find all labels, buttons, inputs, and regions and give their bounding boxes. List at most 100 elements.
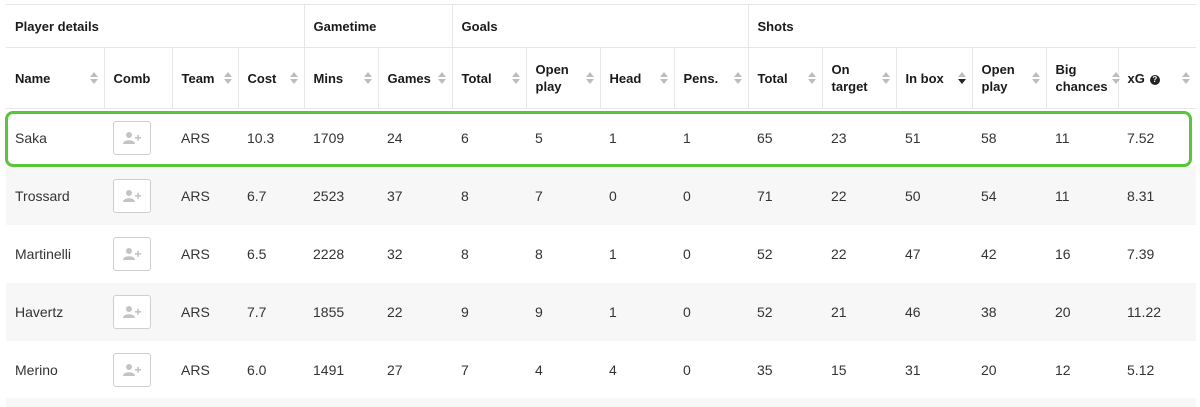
col-header-mins[interactable]: Mins (303, 47, 379, 109)
xg-cell: 7.52 (1127, 130, 1155, 146)
table-row[interactable]: Saka ARS 10.3 1709 24 6 5 1 1 65 23 51 5… (6, 109, 1196, 168)
shots-open-play-cell: 54 (972, 167, 1047, 225)
goals-open-play-cell: 8 (535, 246, 543, 262)
head-cell: 1 (609, 130, 617, 146)
shots-open-play-cell: 20 (981, 362, 997, 378)
next-row-stub (6, 398, 1196, 407)
table-row[interactable]: Martinelli ARS 6.5 2228 32 8 8 1 0 52 22… (6, 225, 1196, 283)
add-player-button[interactable] (113, 237, 151, 271)
sort-icon[interactable] (1031, 72, 1040, 84)
add-user-icon (123, 248, 141, 260)
col-header-goals-open-play[interactable]: Open play (525, 47, 601, 109)
team-cell: ARS (181, 246, 210, 262)
col-header-goals-total[interactable]: Total (451, 47, 527, 109)
col-header-in-box[interactable]: In box (895, 47, 973, 109)
mins-cell: 1709 (313, 130, 345, 146)
col-header-cost[interactable]: Cost (237, 47, 305, 109)
on-target-cell: 21 (822, 283, 897, 341)
in-box-cell: 51 (905, 130, 921, 146)
col-header-big-chances[interactable]: Big chances (1045, 47, 1120, 109)
team-cell: ARS (172, 167, 238, 225)
sort-icon[interactable] (1111, 72, 1120, 84)
sort-icon[interactable] (585, 72, 594, 84)
sort-icon[interactable] (89, 72, 98, 84)
shots-total-cell: 52 (757, 246, 773, 262)
pens-cell: 0 (683, 362, 691, 378)
games-cell: 37 (378, 167, 453, 225)
mins-cell: 1855 (304, 283, 379, 341)
sort-icon[interactable] (881, 72, 890, 84)
table-row[interactable]: Merino ARS 6.0 1491 27 7 4 4 0 35 15 31 … (6, 341, 1196, 399)
shots-total-cell: 65 (757, 130, 773, 146)
add-player-button[interactable] (113, 179, 151, 213)
in-box-cell: 50 (896, 167, 973, 225)
goals-total-cell: 8 (452, 167, 527, 225)
xg-cell: 8.31 (1118, 167, 1197, 225)
add-user-icon (123, 132, 141, 144)
head-cell: 1 (600, 283, 675, 341)
sort-icon[interactable] (437, 72, 446, 84)
add-user-icon (123, 306, 141, 318)
col-header-on-target[interactable]: On target (821, 47, 897, 109)
games-cell: 32 (387, 246, 403, 262)
goals-total-cell: 9 (452, 283, 527, 341)
goals-open-play-cell: 9 (526, 283, 601, 341)
head-cell: 1 (609, 246, 617, 262)
sort-icon[interactable] (363, 72, 372, 84)
player-name[interactable]: Merino (15, 362, 58, 378)
add-player-button[interactable] (113, 353, 151, 387)
table-row[interactable]: Havertz ARS 7.7 1855 22 9 9 1 0 52 21 46… (6, 283, 1197, 341)
add-player-button[interactable] (113, 121, 151, 155)
col-header-games[interactable]: Games (377, 47, 453, 109)
big-chances-cell: 11 (1046, 167, 1119, 225)
col-header-name[interactable]: Name (6, 47, 104, 109)
col-header-head[interactable]: Head (599, 47, 675, 109)
player-name[interactable]: Trossard (6, 167, 104, 225)
cost-cell: 6.7 (238, 167, 305, 225)
mins-cell: 2523 (304, 167, 379, 225)
team-cell: ARS (172, 283, 238, 341)
col-header-xg[interactable]: xG? (1117, 47, 1197, 109)
games-cell: 22 (378, 283, 453, 341)
group-player-details: Player details (6, 4, 305, 48)
help-icon[interactable]: ? (1149, 74, 1160, 85)
goals-open-play-cell: 7 (526, 167, 601, 225)
player-name[interactable]: Martinelli (15, 246, 72, 262)
add-user-icon (123, 364, 141, 376)
sort-icon[interactable] (733, 72, 742, 84)
group-gametime: Gametime (303, 4, 453, 48)
group-shots: Shots (747, 4, 1197, 48)
pens-cell: 0 (683, 246, 691, 262)
sort-icon[interactable] (223, 72, 232, 84)
col-header-shots-open-play[interactable]: Open play (971, 47, 1047, 109)
sort-icon[interactable] (659, 72, 668, 84)
comb-cell (104, 225, 172, 283)
sort-icon[interactable] (1182, 72, 1191, 84)
shots-total-cell: 35 (757, 362, 773, 378)
col-header-shots-total[interactable]: Total (747, 47, 823, 109)
xg-cell: 11.22 (1118, 283, 1197, 341)
table-row[interactable]: Trossard ARS 6.7 2523 37 8 7 0 0 71 22 5… (6, 167, 1197, 225)
col-header-team[interactable]: Team (171, 47, 238, 109)
comb-cell (104, 341, 172, 399)
big-chances-cell: 12 (1055, 362, 1071, 378)
sort-icon[interactable] (957, 72, 966, 84)
xg-cell: 7.39 (1127, 246, 1155, 262)
on-target-cell: 22 (822, 167, 897, 225)
group-goals: Goals (451, 4, 749, 48)
xg-cell: 5.12 (1127, 362, 1155, 378)
sort-icon[interactable] (289, 72, 298, 84)
player-name[interactable]: Saka (15, 130, 47, 146)
mins-cell: 1491 (313, 362, 345, 378)
add-player-button[interactable] (113, 295, 151, 329)
player-name[interactable]: Havertz (6, 283, 104, 341)
sort-icon[interactable] (511, 72, 520, 84)
shots-open-play-cell: 42 (981, 246, 997, 262)
pens-cell: 0 (674, 283, 749, 341)
col-header-pens[interactable]: Pens. (673, 47, 749, 109)
comb-cell (104, 283, 172, 341)
add-user-icon (123, 190, 141, 202)
sort-icon[interactable] (807, 72, 816, 84)
in-box-cell: 46 (896, 283, 973, 341)
player-stats-table: Player details Gametime Goals Shots Name… (6, 4, 1197, 399)
